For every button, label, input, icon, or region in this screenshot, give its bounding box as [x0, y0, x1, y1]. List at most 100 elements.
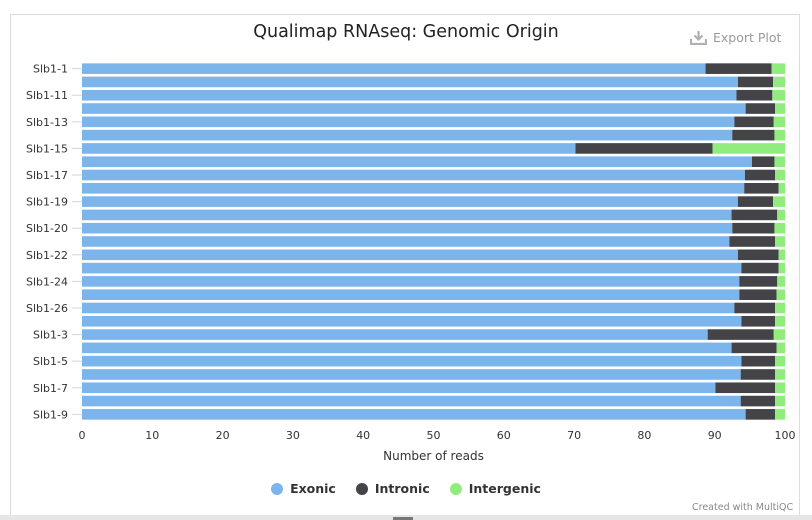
bottom-scroll-handle[interactable]	[393, 517, 413, 520]
bar-intronic-24[interactable]	[715, 382, 776, 394]
bar-intergenic-21[interactable]	[776, 342, 785, 354]
bar-intergenic-7[interactable]	[774, 156, 785, 168]
bar-intergenic-24[interactable]	[775, 382, 785, 394]
bar-intronic-14[interactable]	[737, 249, 779, 261]
bar-intronic-8[interactable]	[744, 169, 776, 181]
bar-exonic-18[interactable]	[82, 302, 735, 314]
bar-exonic-1[interactable]	[82, 76, 738, 88]
bar-intergenic-25[interactable]	[775, 395, 785, 407]
bar-intronic-21[interactable]	[731, 342, 777, 354]
bar-intergenic-12[interactable]	[774, 222, 785, 234]
bar-intergenic-14[interactable]	[778, 249, 785, 261]
bar-intronic-18[interactable]	[734, 302, 776, 314]
bar-intergenic-16[interactable]	[777, 276, 785, 287]
bar-exonic-4[interactable]	[82, 116, 735, 128]
bar-exonic-22[interactable]	[82, 355, 742, 367]
bar-exonic-17[interactable]	[82, 289, 740, 300]
download-icon	[690, 31, 707, 45]
bar-exonic-21[interactable]	[82, 342, 732, 354]
bar-intergenic-23[interactable]	[775, 369, 785, 380]
legend-item-intergenic[interactable]: Intergenic	[449, 481, 541, 496]
bar-intronic-25[interactable]	[740, 395, 776, 407]
legend-item-exonic[interactable]: Exonic	[271, 481, 336, 496]
bar-intronic-4[interactable]	[734, 116, 774, 128]
bar-intronic-13[interactable]	[729, 236, 776, 247]
bar-exonic-12[interactable]	[82, 222, 733, 234]
bar-exonic-16[interactable]	[82, 276, 740, 287]
bar-exonic-26[interactable]	[82, 409, 746, 420]
bar-intergenic-2[interactable]	[772, 89, 785, 101]
bar-intronic-12[interactable]	[732, 222, 775, 234]
y-tick-label: Slb1-13	[26, 116, 68, 129]
x-tick-label: 10	[145, 429, 159, 442]
x-tick-label: 70	[567, 429, 581, 442]
bar-intronic-23[interactable]	[740, 369, 776, 380]
bar-intronic-6[interactable]	[575, 143, 713, 154]
y-tick-label: Slb1-24	[26, 275, 68, 288]
bar-intergenic-5[interactable]	[774, 129, 785, 141]
x-tick-label: 80	[637, 429, 651, 442]
bar-exonic-13[interactable]	[82, 236, 730, 247]
bar-exonic-25[interactable]	[82, 395, 741, 407]
bar-intronic-17[interactable]	[739, 289, 777, 300]
bar-intronic-22[interactable]	[741, 355, 776, 367]
bar-exonic-0[interactable]	[82, 63, 706, 74]
bar-intergenic-4[interactable]	[773, 116, 785, 128]
chart-legend: Exonic Intronic Intergenic	[0, 481, 812, 496]
bar-intergenic-8[interactable]	[775, 169, 785, 181]
bar-exonic-11[interactable]	[82, 209, 732, 221]
y-tick-label: Slb1-20	[26, 222, 68, 235]
bar-intergenic-11[interactable]	[777, 209, 785, 221]
bar-intronic-10[interactable]	[737, 196, 774, 207]
bar-intronic-5[interactable]	[732, 129, 775, 141]
bar-intronic-15[interactable]	[741, 262, 779, 274]
bar-exonic-2[interactable]	[82, 89, 737, 101]
bar-intronic-1[interactable]	[737, 76, 774, 88]
bar-intronic-2[interactable]	[736, 89, 773, 101]
bar-intergenic-6[interactable]	[712, 143, 785, 154]
bar-intergenic-26[interactable]	[775, 409, 785, 420]
bar-intronic-7[interactable]	[751, 156, 775, 168]
bar-intergenic-10[interactable]	[773, 196, 785, 207]
bar-intergenic-9[interactable]	[778, 183, 785, 194]
bar-exonic-19[interactable]	[82, 315, 742, 327]
bar-intergenic-13[interactable]	[775, 236, 785, 247]
bar-intronic-19[interactable]	[741, 315, 776, 327]
export-plot-button[interactable]: Export Plot	[690, 30, 781, 45]
legend-item-intronic[interactable]: Intronic	[355, 481, 430, 496]
legend-swatch-intronic	[355, 482, 368, 495]
bar-intronic-11[interactable]	[731, 209, 778, 221]
bar-intergenic-3[interactable]	[775, 103, 785, 114]
bar-exonic-14[interactable]	[82, 249, 738, 261]
x-axis-label: Number of reads	[383, 449, 484, 463]
multiqc-credit[interactable]: Created with MultiQC	[692, 502, 794, 513]
bar-intergenic-20[interactable]	[773, 329, 785, 340]
bar-intronic-26[interactable]	[745, 409, 776, 420]
bar-exonic-23[interactable]	[82, 369, 741, 380]
bar-exonic-10[interactable]	[82, 196, 738, 207]
bar-intergenic-18[interactable]	[775, 302, 785, 314]
bar-exonic-24[interactable]	[82, 382, 716, 394]
bar-exonic-9[interactable]	[82, 183, 745, 194]
bar-exonic-7[interactable]	[82, 156, 752, 168]
bar-intronic-3[interactable]	[745, 103, 776, 114]
bar-exonic-15[interactable]	[82, 262, 742, 274]
bar-intronic-16[interactable]	[739, 276, 778, 287]
bar-intergenic-1[interactable]	[773, 76, 785, 88]
bar-exonic-20[interactable]	[82, 329, 708, 340]
y-tick-label: Slb1-9	[33, 408, 68, 421]
bar-intergenic-22[interactable]	[775, 355, 785, 367]
bar-intergenic-15[interactable]	[778, 262, 785, 274]
bar-exonic-5[interactable]	[82, 129, 733, 141]
bar-exonic-8[interactable]	[82, 169, 745, 181]
bar-exonic-3[interactable]	[82, 103, 746, 114]
bar-intergenic-19[interactable]	[775, 315, 785, 327]
bar-intergenic-17[interactable]	[776, 289, 785, 300]
y-tick-label: Slb1-5	[33, 355, 68, 368]
bar-exonic-6[interactable]	[82, 143, 576, 154]
bar-intronic-0[interactable]	[705, 63, 772, 74]
bar-intronic-9[interactable]	[744, 183, 779, 194]
bar-intergenic-0[interactable]	[771, 63, 785, 74]
bar-intronic-20[interactable]	[707, 329, 774, 340]
x-tick-label: 60	[497, 429, 511, 442]
